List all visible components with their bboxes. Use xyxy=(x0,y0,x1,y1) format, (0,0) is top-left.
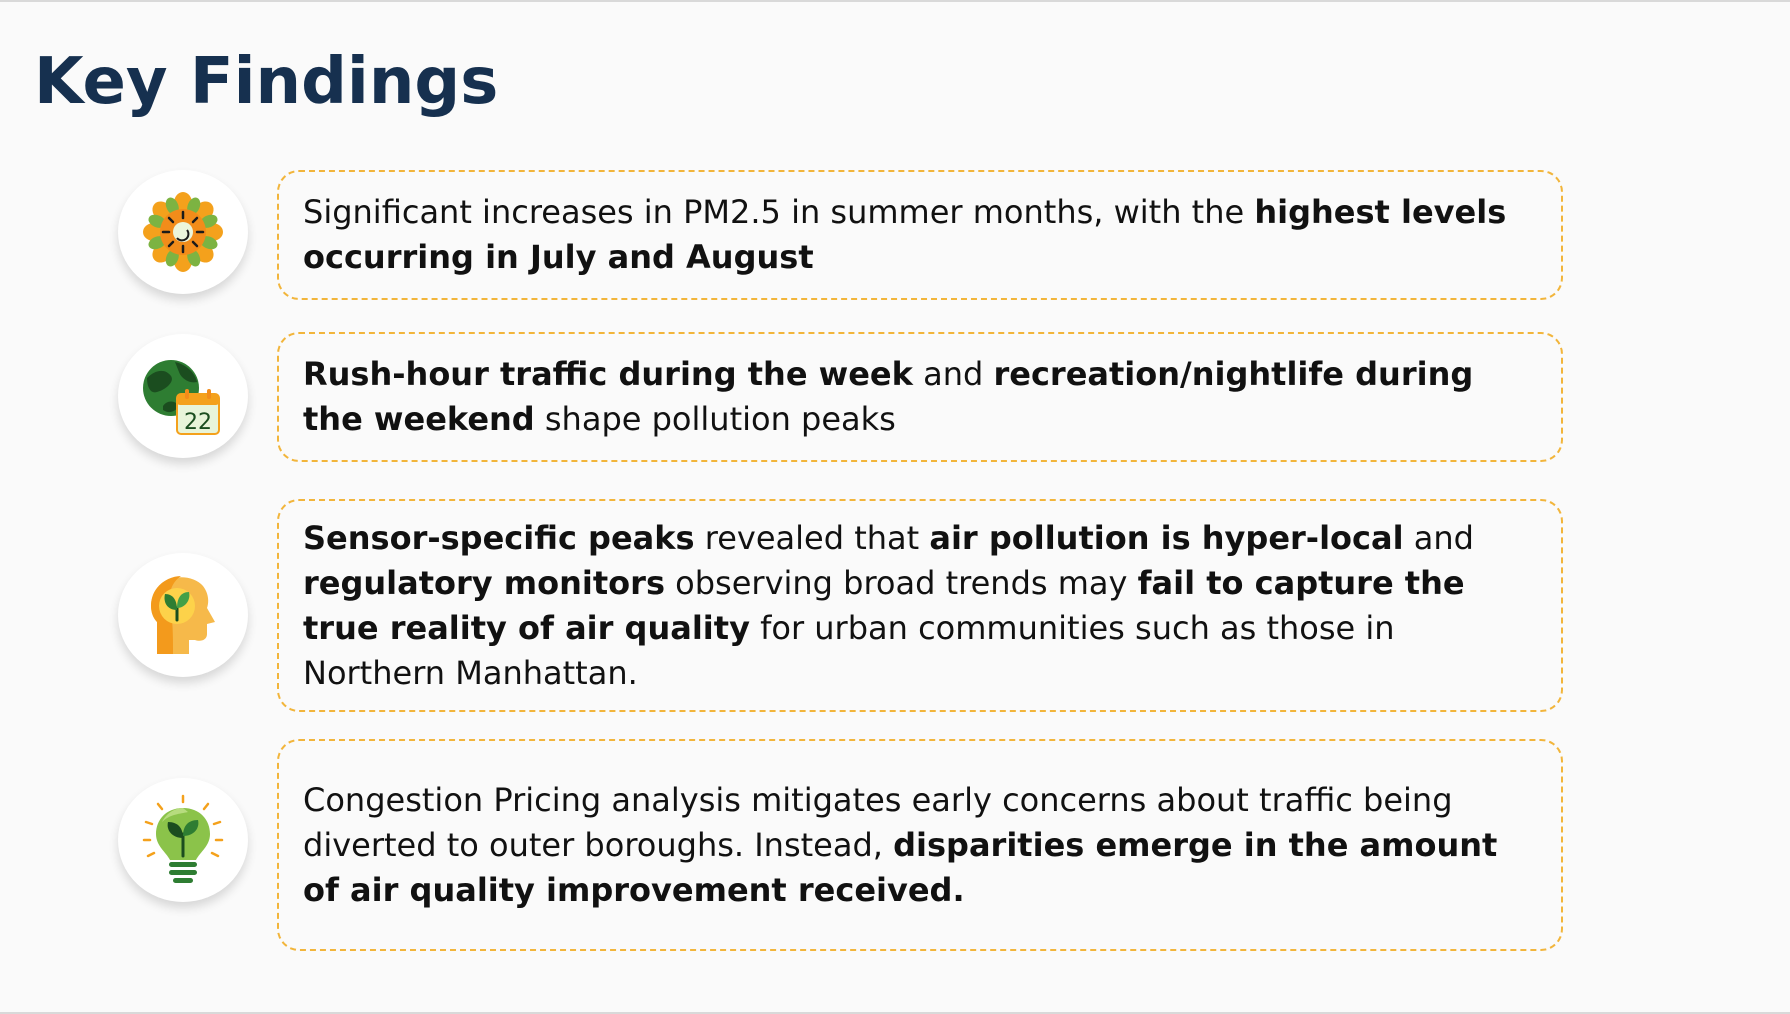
eco-lightbulb-icon xyxy=(118,778,248,902)
finding-segment: Congestion Pricing analysis mitigates ea… xyxy=(303,780,1453,864)
finding-segment: and xyxy=(1403,518,1474,557)
finding-emphasis: highest levels occurring in July and Aug… xyxy=(303,193,1507,276)
finding-text: Congestion Pricing analysis mitigates ea… xyxy=(303,778,1535,913)
finding-segment: for urban communities such as those in N… xyxy=(303,608,1395,692)
head-leaf-icon xyxy=(118,553,248,677)
finding-emphasis: regulatory monitors xyxy=(303,563,665,602)
finding-text: Significant increases in PM2.5 in summer… xyxy=(303,190,1535,280)
finding-emphasis: Rush-hour traffic during the week xyxy=(303,355,913,393)
finding-segment: observing broad trends may xyxy=(664,563,1138,602)
finding-card: Significant increases in PM2.5 in summer… xyxy=(277,170,1563,300)
finding-emphasis: air pollution is hyper-local xyxy=(929,518,1404,557)
finding-text: Rush-hour traffic during the week and re… xyxy=(303,352,1535,442)
globe-calendar-icon: 22 xyxy=(118,334,248,458)
finding-emphasis: Sensor-specific peaks xyxy=(303,518,695,557)
finding-segment: shape pollution peaks xyxy=(534,400,896,438)
finding-text: Sensor-specific peaks revealed that air … xyxy=(303,516,1535,696)
finding-segment: Significant increases in PM2.5 in summer… xyxy=(303,193,1255,231)
sun-flower-icon xyxy=(118,170,248,294)
finding-card: Sensor-specific peaks revealed that air … xyxy=(277,499,1563,712)
finding-segment: and xyxy=(912,355,994,393)
calendar-date-label: 22 xyxy=(184,410,212,435)
finding-card: Rush-hour traffic during the week and re… xyxy=(277,332,1563,462)
finding-emphasis: recreation/nightlife during the weekend xyxy=(303,355,1474,438)
finding-card: Congestion Pricing analysis mitigates ea… xyxy=(277,739,1563,951)
finding-segment: revealed that xyxy=(694,518,930,557)
finding-emphasis: disparities emerge in the amount of air … xyxy=(303,825,1498,909)
finding-emphasis: fail to capture the true reality of air … xyxy=(303,563,1465,647)
page-title: Key Findings xyxy=(34,45,499,119)
